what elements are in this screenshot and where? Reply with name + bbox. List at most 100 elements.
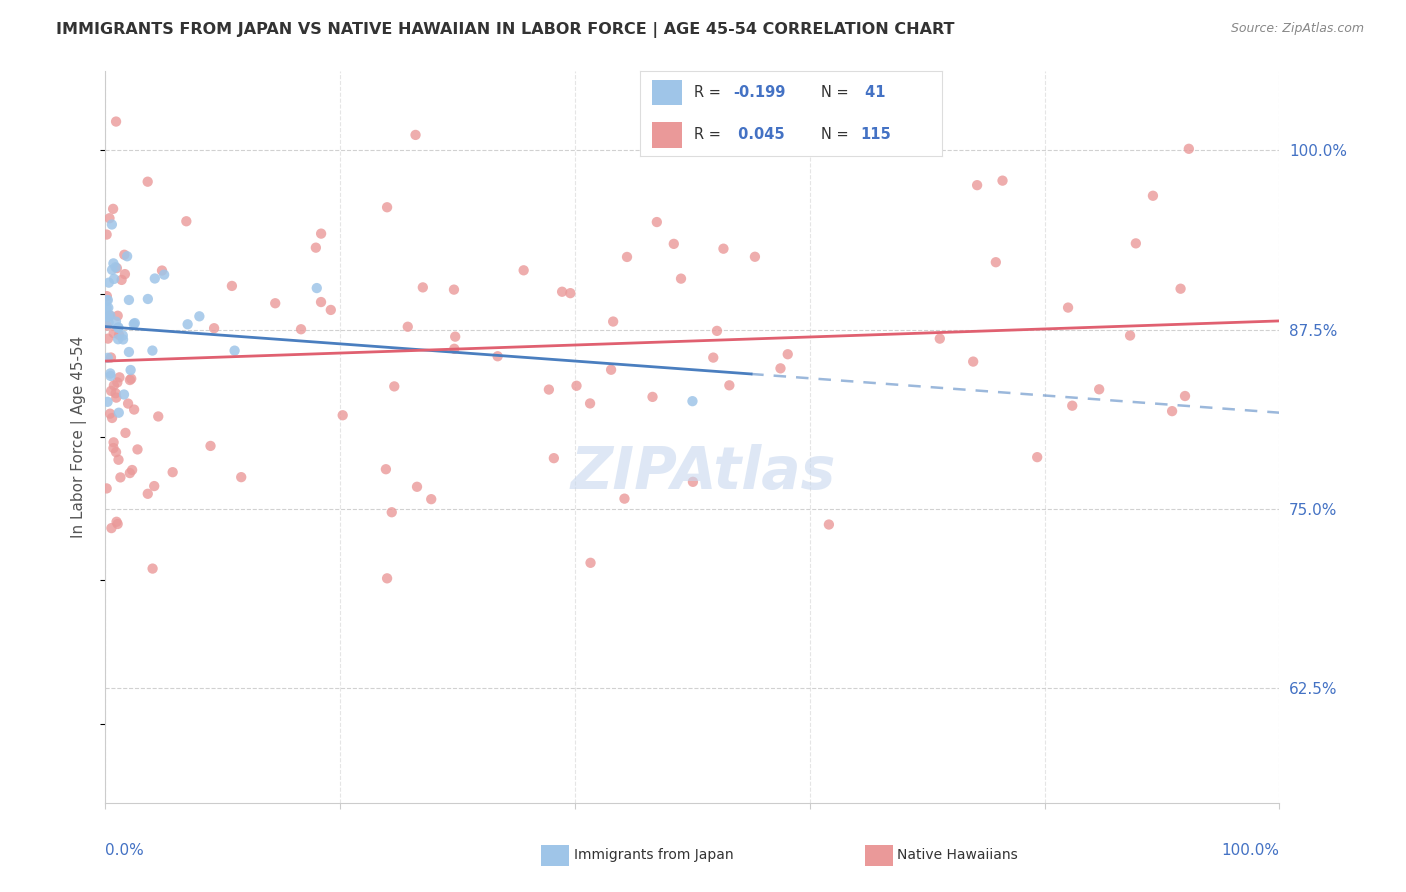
Point — [97, 276, 120, 290]
Point — [375, 571, 398, 585]
Text: ZIPAtlas: ZIPAtlas — [571, 444, 835, 501]
Point — [551, 285, 574, 299]
Point — [1170, 282, 1192, 296]
Point — [101, 218, 124, 232]
Point — [124, 316, 146, 330]
Point — [776, 347, 799, 361]
Point — [136, 487, 159, 501]
Point — [512, 263, 534, 277]
Point — [122, 317, 145, 331]
Point — [616, 250, 638, 264]
Point — [381, 505, 404, 519]
Point — [613, 491, 636, 506]
Point — [97, 351, 120, 365]
Point — [112, 387, 135, 401]
Point — [645, 215, 668, 229]
Point — [176, 214, 198, 228]
Text: R =: R = — [695, 85, 725, 100]
Point — [176, 318, 198, 332]
Point — [818, 517, 841, 532]
Point — [104, 386, 127, 401]
Point — [105, 445, 128, 459]
Point — [136, 292, 159, 306]
Point — [108, 370, 131, 384]
Bar — [652, 79, 682, 105]
Y-axis label: In Labor Force | Age 45-54: In Labor Force | Age 45-54 — [70, 336, 87, 538]
Text: 115: 115 — [860, 128, 891, 143]
Point — [962, 354, 984, 368]
Point — [97, 394, 120, 409]
Point — [188, 310, 211, 324]
Point — [1125, 236, 1147, 251]
Point — [96, 293, 118, 308]
Point — [120, 363, 142, 377]
Point — [105, 376, 128, 390]
Point — [100, 351, 122, 365]
Point — [202, 321, 225, 335]
Point — [118, 345, 141, 359]
Point — [305, 281, 328, 295]
Point — [105, 114, 128, 128]
Point — [290, 322, 312, 336]
Point — [560, 286, 582, 301]
Point — [1057, 301, 1080, 315]
Point — [200, 439, 222, 453]
Point — [121, 463, 143, 477]
Point — [97, 332, 120, 346]
Text: Immigrants from Japan: Immigrants from Japan — [574, 847, 734, 862]
Point — [103, 435, 125, 450]
Point — [122, 402, 145, 417]
Text: IMMIGRANTS FROM JAPAN VS NATIVE HAWAIIAN IN LABOR FORCE | AGE 45-54 CORRELATION : IMMIGRANTS FROM JAPAN VS NATIVE HAWAIIAN… — [56, 22, 955, 38]
Text: 100.0%: 100.0% — [1222, 843, 1279, 858]
Point — [641, 390, 664, 404]
Point — [769, 361, 792, 376]
Point — [579, 556, 602, 570]
Point — [143, 479, 166, 493]
Text: -0.199: -0.199 — [734, 85, 786, 100]
Text: R =: R = — [695, 128, 725, 143]
Point — [98, 309, 121, 323]
Point — [1161, 404, 1184, 418]
Point — [162, 465, 184, 479]
Point — [118, 293, 141, 307]
Point — [1142, 188, 1164, 202]
Point — [96, 482, 118, 496]
Point — [96, 308, 118, 322]
Point — [107, 320, 129, 334]
Point — [105, 261, 128, 276]
Point — [98, 211, 121, 226]
Point — [96, 301, 118, 315]
Point — [110, 273, 132, 287]
Point — [224, 343, 246, 358]
Point — [148, 409, 170, 424]
Point — [100, 384, 122, 398]
Point — [1178, 142, 1201, 156]
Point — [114, 425, 136, 440]
Point — [928, 332, 950, 346]
Point — [1088, 382, 1111, 396]
Point — [107, 516, 129, 531]
Point — [600, 363, 623, 377]
Point — [96, 227, 118, 242]
Point — [127, 442, 149, 457]
Point — [103, 272, 125, 286]
Text: N =: N = — [821, 85, 853, 100]
Point — [405, 128, 427, 142]
Point — [382, 379, 405, 393]
Point — [412, 280, 434, 294]
Point — [396, 319, 419, 334]
Point — [97, 316, 120, 330]
Point — [706, 324, 728, 338]
Point — [107, 332, 129, 346]
Point — [104, 315, 127, 329]
Point — [111, 328, 134, 343]
Point — [97, 301, 120, 315]
Point — [420, 492, 443, 507]
Point — [103, 441, 125, 455]
Point — [305, 241, 328, 255]
Text: 41: 41 — [860, 85, 886, 100]
Point — [984, 255, 1007, 269]
Point — [406, 480, 429, 494]
Point — [103, 326, 125, 340]
Point — [374, 462, 396, 476]
